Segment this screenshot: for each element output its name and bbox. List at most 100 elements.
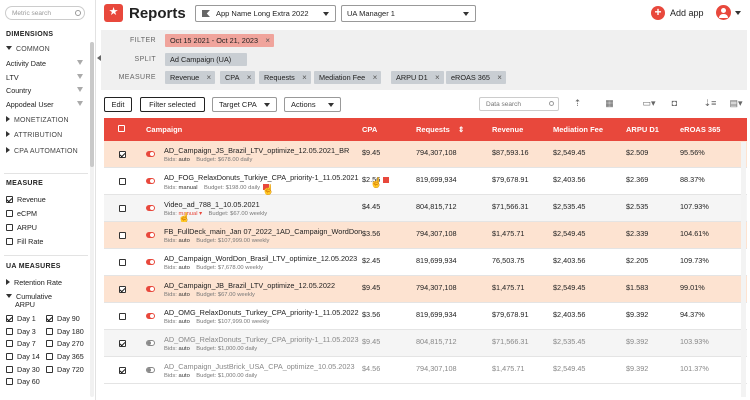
status-toggle[interactable] [146, 313, 155, 319]
row-checkbox[interactable] [119, 205, 126, 212]
attribution-group-toggle[interactable]: ATTRIBUTION [6, 131, 62, 139]
day-checkbox[interactable]: Day 365 [46, 352, 84, 361]
checkbox[interactable] [6, 340, 13, 347]
col-requests[interactable]: Requests [416, 125, 450, 134]
row-checkbox[interactable] [119, 259, 126, 266]
campaign-name[interactable]: AD_FOG_RelaxDonuts_Turkiye_CPA_priority-… [164, 173, 359, 182]
bid-type[interactable]: auto [178, 238, 190, 244]
day-checkbox[interactable]: Day 180 [46, 327, 84, 336]
checkbox[interactable] [6, 378, 13, 385]
checkbox[interactable] [6, 210, 13, 217]
checkbox[interactable] [46, 315, 53, 322]
chevron-down-icon[interactable] [735, 11, 741, 15]
bid-type[interactable]: auto [178, 346, 190, 352]
day-checkbox[interactable]: Day 270 [46, 339, 84, 348]
status-toggle[interactable] [146, 205, 155, 211]
close-icon[interactable]: × [372, 73, 378, 82]
upload-icon[interactable]: ⇡ [573, 98, 582, 108]
measure-chip[interactable]: eROAS 365 × [446, 71, 506, 84]
row-checkbox[interactable] [119, 178, 126, 185]
measure-checkbox-fill-rate[interactable]: Fill Rate [6, 237, 43, 246]
bid-type[interactable]: auto [178, 373, 190, 379]
table-row[interactable]: AD_OMG_RelaxDonuts_Turkey_CPA_priority-1… [104, 303, 747, 330]
col-mediation-fee[interactable]: Mediation Fee [553, 125, 604, 134]
measure-chip[interactable]: Mediation Fee × [314, 71, 382, 84]
col-eroas[interactable]: eROAS 365 [680, 125, 721, 134]
close-icon[interactable]: × [434, 73, 440, 82]
close-icon[interactable]: × [246, 73, 252, 82]
status-toggle[interactable] [146, 232, 155, 238]
cpa-automation-group-toggle[interactable]: CPA AUTOMATION [6, 147, 78, 155]
checkbox[interactable] [46, 366, 53, 373]
table-row[interactable]: FB_FullDeck_main_Jan 07_2022_1AD_Campaig… [104, 222, 747, 249]
edit-icon[interactable] [383, 177, 390, 183]
bid-type[interactable]: auto [178, 319, 190, 325]
checkbox[interactable] [6, 224, 13, 231]
campaign-name[interactable]: AD_Campaign_JustBrick_USA_CPA_optimize_1… [164, 362, 355, 371]
day-checkbox[interactable]: Day 90 [46, 314, 80, 323]
edit-button[interactable]: Edit [104, 97, 132, 112]
checkbox[interactable] [46, 353, 53, 360]
status-toggle[interactable] [146, 259, 155, 265]
campaign-name[interactable]: AD_Campaign_JS_Brazil_LTV_optimize_12.05… [164, 146, 350, 155]
filter-icon[interactable] [77, 87, 83, 92]
table-scrollbar[interactable] [741, 142, 746, 397]
filter-chip[interactable]: Oct 15 2021 - Oct 21, 2023 × [165, 34, 275, 47]
table-row[interactable]: AD_Campaign_JB_Brazil_LTV_optimize_12.05… [104, 276, 747, 303]
bid-type-select[interactable]: manual ▾ [178, 211, 203, 217]
calendar-icon[interactable]: ▦ [605, 98, 614, 108]
row-checkbox[interactable] [119, 313, 126, 320]
data-search-input[interactable] [479, 97, 559, 111]
col-cpa[interactable]: CPA [362, 125, 378, 134]
retention-rate-toggle[interactable]: Retention Rate [6, 278, 62, 287]
target-cpa-select[interactable]: Target CPA [212, 97, 277, 112]
bid-type[interactable]: auto [178, 265, 190, 271]
campaign-name[interactable]: AD_Campaign_WordDon_Brasil_LTV_optimize_… [164, 254, 358, 263]
camera-icon[interactable]: ◘ [671, 98, 678, 108]
table-row[interactable]: AD_Campaign_JS_Brazil_LTV_optimize_12.05… [104, 141, 747, 168]
day-checkbox[interactable]: Day 7 [6, 339, 36, 348]
day-checkbox[interactable]: Day 30 [6, 365, 40, 374]
row-checkbox[interactable] [119, 286, 126, 293]
bid-type[interactable]: auto [178, 157, 190, 163]
columns-icon[interactable]: ▤▾ [729, 98, 743, 108]
measure-chip[interactable]: CPA × [220, 71, 256, 84]
filter-icon[interactable] [77, 101, 83, 106]
user-icon[interactable] [716, 5, 731, 20]
sidebar-scrollbar-track[interactable] [90, 42, 94, 397]
sidebar-scrollbar-thumb[interactable] [90, 42, 94, 167]
dimension-item[interactable]: Country [6, 86, 32, 95]
checkbox[interactable] [6, 238, 13, 245]
checkbox[interactable] [46, 328, 53, 335]
app-select[interactable]: App Name Long Extra 2022 [195, 5, 336, 22]
table-row[interactable]: Video_ad_788_1_10.05.2021 Bids: manual ▾… [104, 195, 747, 224]
manager-select[interactable]: UA Manager 1 [341, 5, 476, 22]
close-icon[interactable]: × [206, 73, 212, 82]
campaign-name[interactable]: AD_Campaign_JB_Brazil_LTV_optimize_12.05… [164, 281, 336, 290]
day-checkbox[interactable]: Day 60 [6, 377, 40, 386]
checkbox[interactable] [6, 366, 13, 373]
status-toggle[interactable] [146, 367, 155, 373]
status-toggle[interactable] [146, 286, 155, 292]
select-all-checkbox[interactable] [118, 125, 125, 132]
table-row[interactable]: AD_Campaign_WordDon_Brasil_LTV_optimize_… [104, 249, 747, 276]
checkbox[interactable] [6, 196, 13, 203]
split-chip[interactable]: Ad Campaign (UA) [165, 53, 248, 66]
table-row[interactable]: AD_Campaign_JustBrick_USA_CPA_optimize_1… [104, 357, 747, 384]
col-revenue[interactable]: Revenue [492, 125, 524, 134]
cumulative-arpu-toggle[interactable]: Cumulative [6, 292, 52, 301]
day-checkbox[interactable]: Day 720 [46, 365, 84, 374]
row-checkbox[interactable] [119, 232, 126, 239]
collapse-sidebar-icon[interactable] [97, 55, 101, 61]
status-toggle[interactable] [146, 340, 155, 346]
day-checkbox[interactable]: Day 14 [6, 352, 40, 361]
measure-chip[interactable]: ARPU D1 × [391, 71, 444, 84]
close-icon[interactable]: × [497, 73, 502, 82]
checkbox[interactable] [6, 353, 13, 360]
filter-icon[interactable] [77, 74, 83, 79]
sort-icon[interactable]: ⇕ [458, 125, 465, 134]
common-group-toggle[interactable]: COMMON [6, 46, 50, 53]
edit-icon[interactable] [263, 184, 270, 190]
checkbox[interactable] [46, 340, 53, 347]
actions-select[interactable]: Actions [284, 97, 341, 112]
